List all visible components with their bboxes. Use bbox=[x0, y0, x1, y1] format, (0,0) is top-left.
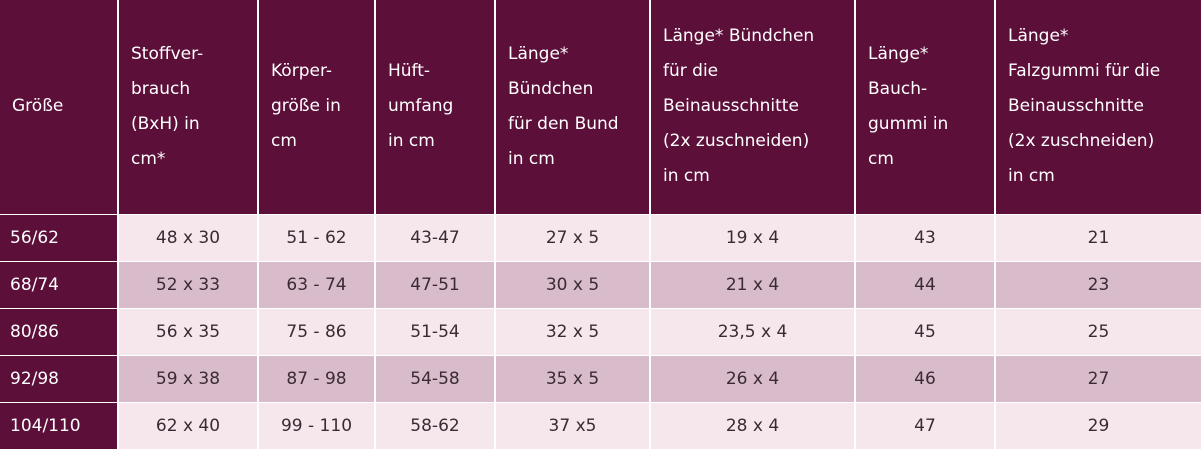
table-cell: 37 x5 bbox=[495, 401, 651, 449]
table-cell: 63 - 74 bbox=[258, 260, 376, 308]
header-cell: Hüft- umfang in cm bbox=[375, 0, 496, 214]
table-cell: 26 x 4 bbox=[650, 354, 856, 402]
header-cell: Länge* Bündchen für den Bund in cm bbox=[495, 0, 651, 214]
table-cell: 51 - 62 bbox=[258, 213, 376, 261]
table-row: 68/74 52 x 33 63 - 74 47-51 30 x 5 21 x 4 44 23 bbox=[0, 260, 1201, 308]
header-cell: Stoffver- brauch (BxH) in cm* bbox=[118, 0, 259, 214]
table-row: 92/98 59 x 38 87 - 98 54-58 35 x 5 26 x 4 46 27 bbox=[0, 354, 1201, 402]
table-cell: 51-54 bbox=[375, 307, 496, 355]
table-cell: 28 x 4 bbox=[650, 401, 856, 449]
table-cell: 62 x 40 bbox=[118, 401, 259, 449]
header-cell: Körper- größe in cm bbox=[258, 0, 376, 214]
header-cell: Länge* Falzgummi für die Beinausschnitte… bbox=[995, 0, 1201, 214]
table-row: 104/110 62 x 40 99 - 110 58-62 37 x5 28 x 4 47… bbox=[0, 401, 1201, 449]
table-cell: 27 x 5 bbox=[495, 213, 651, 261]
header-cell: Größe bbox=[0, 0, 119, 214]
table-cell: 59 x 38 bbox=[118, 354, 259, 402]
table-cell: 54-58 bbox=[375, 354, 496, 402]
table-cell: 25 bbox=[995, 307, 1201, 355]
table-cell: 19 x 4 bbox=[650, 213, 856, 261]
table-cell: 56 x 35 bbox=[118, 307, 259, 355]
size-cell: 56/62 bbox=[0, 213, 119, 261]
table-cell: 44 bbox=[855, 260, 996, 308]
table-cell: 21 bbox=[995, 213, 1201, 261]
table-cell: 30 x 5 bbox=[495, 260, 651, 308]
size-cell: 104/110 bbox=[0, 401, 119, 449]
size-cell: 80/86 bbox=[0, 307, 119, 355]
table-row: 80/86 56 x 35 75 - 86 51-54 32 x 5 23,5 x 4 45… bbox=[0, 307, 1201, 355]
table-cell: 52 x 33 bbox=[118, 260, 259, 308]
header-row: Größe Stoffver- brauch (BxH) in cm* Körper… bbox=[0, 0, 1201, 214]
table-cell: 47 bbox=[855, 401, 996, 449]
table-cell: 46 bbox=[855, 354, 996, 402]
size-cell: 92/98 bbox=[0, 354, 119, 402]
table-cell: 47-51 bbox=[375, 260, 496, 308]
table-cell: 43-47 bbox=[375, 213, 496, 261]
table-cell: 45 bbox=[855, 307, 996, 355]
table-header: Größe Stoffver- brauch (BxH) in cm* Körper… bbox=[0, 0, 1201, 214]
header-cell: Länge* Bauch- gummi in cm bbox=[855, 0, 996, 214]
header-cell: Länge* Bündchen für die Beinausschnitte … bbox=[650, 0, 856, 214]
table-cell: 23 bbox=[995, 260, 1201, 308]
table-body: 56/62 48 x 30 51 - 62 43-47 27 x 5 19 x 4 43 21… bbox=[0, 213, 1201, 449]
table-cell: 35 x 5 bbox=[495, 354, 651, 402]
table-cell: 23,5 x 4 bbox=[650, 307, 856, 355]
table-cell: 32 x 5 bbox=[495, 307, 651, 355]
table-row: 56/62 48 x 30 51 - 62 43-47 27 x 5 19 x 4 43 21 bbox=[0, 213, 1201, 261]
size-cell: 68/74 bbox=[0, 260, 119, 308]
table-cell: 87 - 98 bbox=[258, 354, 376, 402]
table-cell: 21 x 4 bbox=[650, 260, 856, 308]
table-cell: 48 x 30 bbox=[118, 213, 259, 261]
table-cell: 75 - 86 bbox=[258, 307, 376, 355]
table-cell: 29 bbox=[995, 401, 1201, 449]
table-cell: 58-62 bbox=[375, 401, 496, 449]
table-cell: 27 bbox=[995, 354, 1201, 402]
table-cell: 43 bbox=[855, 213, 996, 261]
table-cell: 99 - 110 bbox=[258, 401, 376, 449]
